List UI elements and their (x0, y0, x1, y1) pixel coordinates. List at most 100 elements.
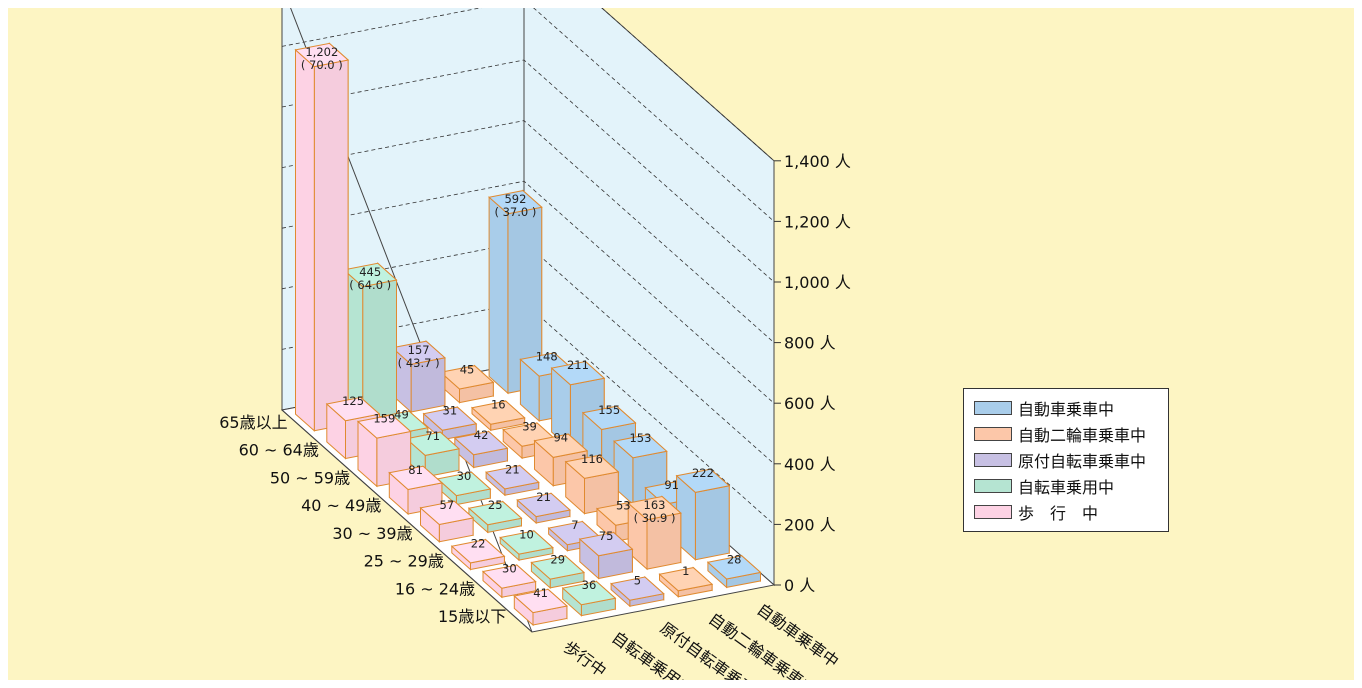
data-label: 21 (536, 490, 551, 504)
data-label: 222 (692, 466, 714, 480)
data-label: 148 (536, 349, 558, 363)
data-label: 94 (553, 431, 568, 445)
legend-swatch (974, 401, 1012, 415)
data-label: 36 (582, 578, 597, 592)
bar-top (499, 530, 554, 555)
data-label: 91 (664, 478, 679, 492)
chart-3d-bar: 0 人 200 人 400 人 600 人 800 人 1,000 人 1,200 人 1,4… (219, 8, 851, 680)
data-label: 22 (471, 536, 486, 550)
bar-top (675, 468, 731, 493)
data-label: 25 (488, 498, 503, 512)
bar-top (658, 567, 714, 592)
y-tick-label: 1,400 人 (784, 152, 851, 171)
bar-top (488, 190, 543, 215)
bar-front-face (313, 59, 349, 432)
data-label: 10 (519, 528, 534, 542)
age-group-label: 16 ~ 24歳 (395, 579, 475, 598)
bar-top (516, 492, 571, 518)
data-label: 1 (682, 564, 689, 578)
data-label: 16 (491, 398, 506, 412)
bar-face (295, 48, 315, 432)
bar (388, 465, 443, 516)
data-label: ( 70.0 ) (301, 58, 343, 72)
gridline (281, 180, 775, 404)
data-label: 5 (634, 574, 641, 588)
data-label: ( 30.9 ) (634, 511, 676, 525)
bar-top (356, 414, 412, 439)
bar (436, 471, 492, 506)
bar (610, 575, 665, 608)
bar-top (581, 405, 637, 431)
y-tick-label: 600 人 (784, 394, 836, 413)
bar (561, 580, 617, 617)
data-label: 42 (474, 428, 489, 442)
data-label: 71 (425, 429, 440, 443)
bar (481, 563, 537, 599)
bar-top (470, 400, 526, 425)
bar-top (388, 465, 443, 491)
data-label: 28 (727, 552, 742, 566)
data-label: 53 (616, 499, 631, 513)
bar (453, 430, 509, 469)
bar (516, 492, 571, 525)
bar (485, 464, 540, 497)
gridline (601, 8, 775, 162)
y-tick-label: 0 人 (784, 576, 815, 595)
bar-top (610, 576, 665, 601)
legend-item: 自動二輪車乗車中 (974, 421, 1168, 447)
bar (513, 588, 568, 627)
bar-top (530, 555, 586, 580)
y-tick-label: 800 人 (784, 334, 836, 353)
bar (627, 495, 682, 571)
bar-top (450, 539, 506, 564)
data-label: 157 (408, 343, 430, 357)
bar (578, 531, 634, 580)
data-label: ( 64.0 ) (349, 278, 391, 292)
age-group-label: 40 ~ 49歳 (301, 496, 381, 515)
legend-item: 自転車乗用中 (974, 473, 1168, 499)
data-label: 116 (581, 452, 603, 466)
age-group-label: 65歳以上 (219, 413, 287, 432)
data-label: 1,202 (305, 45, 338, 59)
legend-label: 自転車乗用中 (1018, 478, 1115, 497)
bar (613, 433, 668, 506)
bar-top (453, 430, 509, 456)
transport-label: 歩行中 (560, 637, 610, 680)
bar (419, 500, 475, 543)
bar-top (578, 531, 634, 557)
bar (467, 500, 523, 534)
bar-top (627, 495, 682, 521)
bar (564, 454, 620, 515)
age-group-label: 50 ~ 59歳 (270, 468, 350, 487)
gridline (281, 120, 775, 343)
bar-top (419, 500, 475, 526)
data-label: 31 (443, 404, 458, 418)
y-tick-label: 1,200 人 (784, 212, 851, 231)
data-label: 155 (598, 403, 620, 417)
legend-label: 自動車乗車中 (1018, 400, 1115, 419)
chart-frame: 0 人 200 人 400 人 600 人 800 人 1,000 人 1,200 人 1,4… (8, 8, 1354, 680)
data-label: 445 (359, 265, 381, 279)
bar-top (439, 365, 495, 390)
y-tick-label: 1,000 人 (784, 273, 851, 292)
data-label: ( 37.0 ) (494, 205, 536, 219)
data-label: ( 43.7 ) (398, 356, 440, 370)
legend-label: 自動二輪車乗車中 (1018, 426, 1147, 445)
bar-top (613, 434, 668, 459)
bar (470, 399, 526, 432)
data-label: 49 (394, 408, 409, 422)
bar (294, 42, 350, 432)
data-label: 30 (457, 469, 472, 483)
data-label: 21 (505, 462, 520, 476)
data-label: 211 (567, 358, 589, 372)
bar-top (436, 471, 492, 497)
bar-top (481, 564, 537, 589)
data-label: 75 (599, 529, 614, 543)
age-group-label: 15歳以下 (438, 607, 506, 626)
bar-top (513, 588, 568, 614)
bar-front-face (694, 485, 730, 561)
bar-top (564, 454, 620, 479)
bar-top (342, 262, 398, 288)
gridline (281, 8, 775, 222)
